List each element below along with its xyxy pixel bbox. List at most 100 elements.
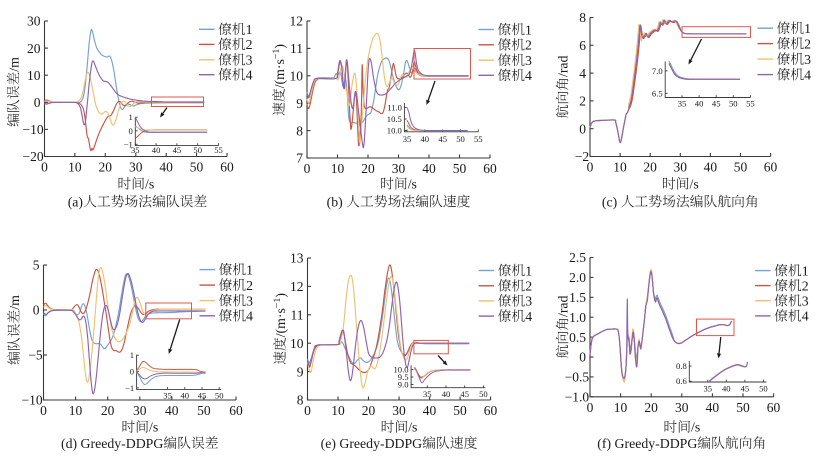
svg-text:40: 40 (722, 383, 731, 393)
svg-text:60: 60 (483, 161, 497, 176)
svg-text:45: 45 (741, 383, 750, 393)
svg-text:2: 2 (804, 36, 811, 51)
svg-text:0: 0 (579, 350, 586, 365)
svg-text:20: 20 (101, 403, 115, 418)
svg-text:60: 60 (767, 400, 781, 415)
svg-text:1: 1 (246, 262, 253, 277)
svg-text:50: 50 (453, 161, 467, 176)
svg-text:−2: −2 (575, 149, 589, 164)
svg-text:0: 0 (34, 95, 41, 110)
svg-text:40: 40 (152, 145, 161, 155)
svg-text:30: 30 (27, 14, 41, 29)
svg-text:0: 0 (579, 121, 586, 136)
svg-text:20: 20 (361, 161, 375, 176)
svg-text:): ) (273, 293, 289, 298)
svg-text:−10: −10 (23, 122, 44, 137)
svg-text:60: 60 (229, 403, 243, 418)
svg-text:10: 10 (68, 160, 82, 175)
svg-text:9: 9 (296, 96, 303, 111)
svg-text:0: 0 (587, 160, 594, 175)
svg-text:4: 4 (246, 68, 253, 83)
svg-text:1.0: 1.0 (569, 310, 586, 325)
svg-text:4: 4 (525, 309, 532, 324)
svg-text:/s: /s (691, 420, 700, 435)
svg-text:1: 1 (525, 22, 532, 37)
svg-text:11: 11 (291, 308, 304, 323)
svg-text:(e) Greedy-DDPG: (e) Greedy-DDPG (321, 436, 423, 452)
svg-text:2.0: 2.0 (569, 270, 586, 285)
svg-text:6: 6 (579, 38, 586, 53)
svg-text:10: 10 (614, 400, 628, 415)
svg-text:10: 10 (290, 336, 304, 351)
svg-text:7: 7 (296, 151, 303, 166)
svg-text:2: 2 (525, 38, 532, 53)
svg-text:0: 0 (129, 126, 133, 136)
svg-text:30: 30 (675, 400, 689, 415)
svg-text:10.0: 10.0 (394, 365, 409, 375)
svg-text:3: 3 (804, 52, 811, 67)
svg-text:): ) (272, 44, 288, 49)
svg-text:/(m·s: /(m·s (273, 308, 289, 337)
svg-text:/m: /m (7, 295, 22, 310)
svg-text:50: 50 (734, 160, 748, 175)
svg-text:10: 10 (613, 160, 627, 175)
svg-text:/m: /m (6, 57, 21, 72)
svg-text:35: 35 (403, 134, 412, 144)
svg-text:35: 35 (704, 383, 713, 393)
svg-text:1: 1 (804, 21, 811, 36)
svg-text:40: 40 (704, 160, 718, 175)
svg-text:0: 0 (587, 400, 594, 415)
svg-text:12: 12 (290, 279, 304, 294)
svg-text:20: 20 (644, 400, 658, 415)
svg-text:10: 10 (69, 403, 83, 418)
svg-text:(c): (c) (602, 194, 617, 210)
svg-text:0: 0 (41, 160, 48, 175)
svg-text:30: 30 (392, 161, 406, 176)
svg-text:35: 35 (131, 145, 140, 155)
svg-text:9.0: 9.0 (398, 380, 409, 390)
svg-text:0: 0 (130, 367, 134, 377)
svg-text:2.5: 2.5 (569, 250, 586, 265)
svg-text:50: 50 (453, 403, 467, 418)
svg-text:45: 45 (173, 145, 182, 155)
svg-text:60: 60 (484, 403, 498, 418)
svg-text:20: 20 (362, 403, 376, 418)
svg-text:13: 13 (290, 251, 304, 266)
svg-text:−1: −1 (125, 383, 134, 393)
svg-text:60: 60 (220, 160, 234, 175)
svg-text:50: 50 (193, 145, 202, 155)
svg-text:8: 8 (296, 123, 303, 138)
svg-text:35: 35 (678, 98, 687, 108)
svg-text:0: 0 (304, 161, 311, 176)
svg-text:35: 35 (163, 391, 172, 401)
svg-text:0: 0 (304, 403, 311, 418)
svg-text:10: 10 (27, 68, 41, 83)
svg-text:5: 5 (33, 258, 40, 273)
svg-text:−0.5: −0.5 (565, 370, 590, 385)
svg-text:40: 40 (423, 403, 437, 418)
svg-text:9: 9 (297, 364, 304, 379)
svg-text:3: 3 (802, 294, 809, 309)
svg-text:50: 50 (197, 403, 211, 418)
svg-text:9.5: 9.5 (398, 372, 409, 382)
svg-text:50: 50 (190, 160, 204, 175)
svg-text:/s: /s (145, 177, 154, 192)
svg-text:1: 1 (525, 263, 532, 278)
svg-text:−1: −1 (124, 139, 133, 149)
svg-text:4: 4 (802, 309, 809, 324)
svg-text:30: 30 (129, 160, 143, 175)
svg-text:0: 0 (40, 403, 47, 418)
svg-text:50: 50 (456, 134, 465, 144)
svg-text:8: 8 (579, 10, 586, 25)
svg-text:20: 20 (643, 160, 657, 175)
svg-text:60: 60 (764, 160, 778, 175)
svg-text:2: 2 (246, 278, 253, 293)
svg-text:(b): (b) (327, 194, 343, 210)
svg-text:3: 3 (246, 293, 253, 308)
svg-text:20: 20 (27, 41, 41, 56)
svg-text:−20: −20 (23, 149, 44, 164)
svg-text:−1.0: −1.0 (565, 390, 590, 405)
svg-text:40: 40 (442, 389, 451, 399)
svg-text:(a): (a) (68, 194, 83, 210)
svg-text:12: 12 (290, 14, 304, 29)
